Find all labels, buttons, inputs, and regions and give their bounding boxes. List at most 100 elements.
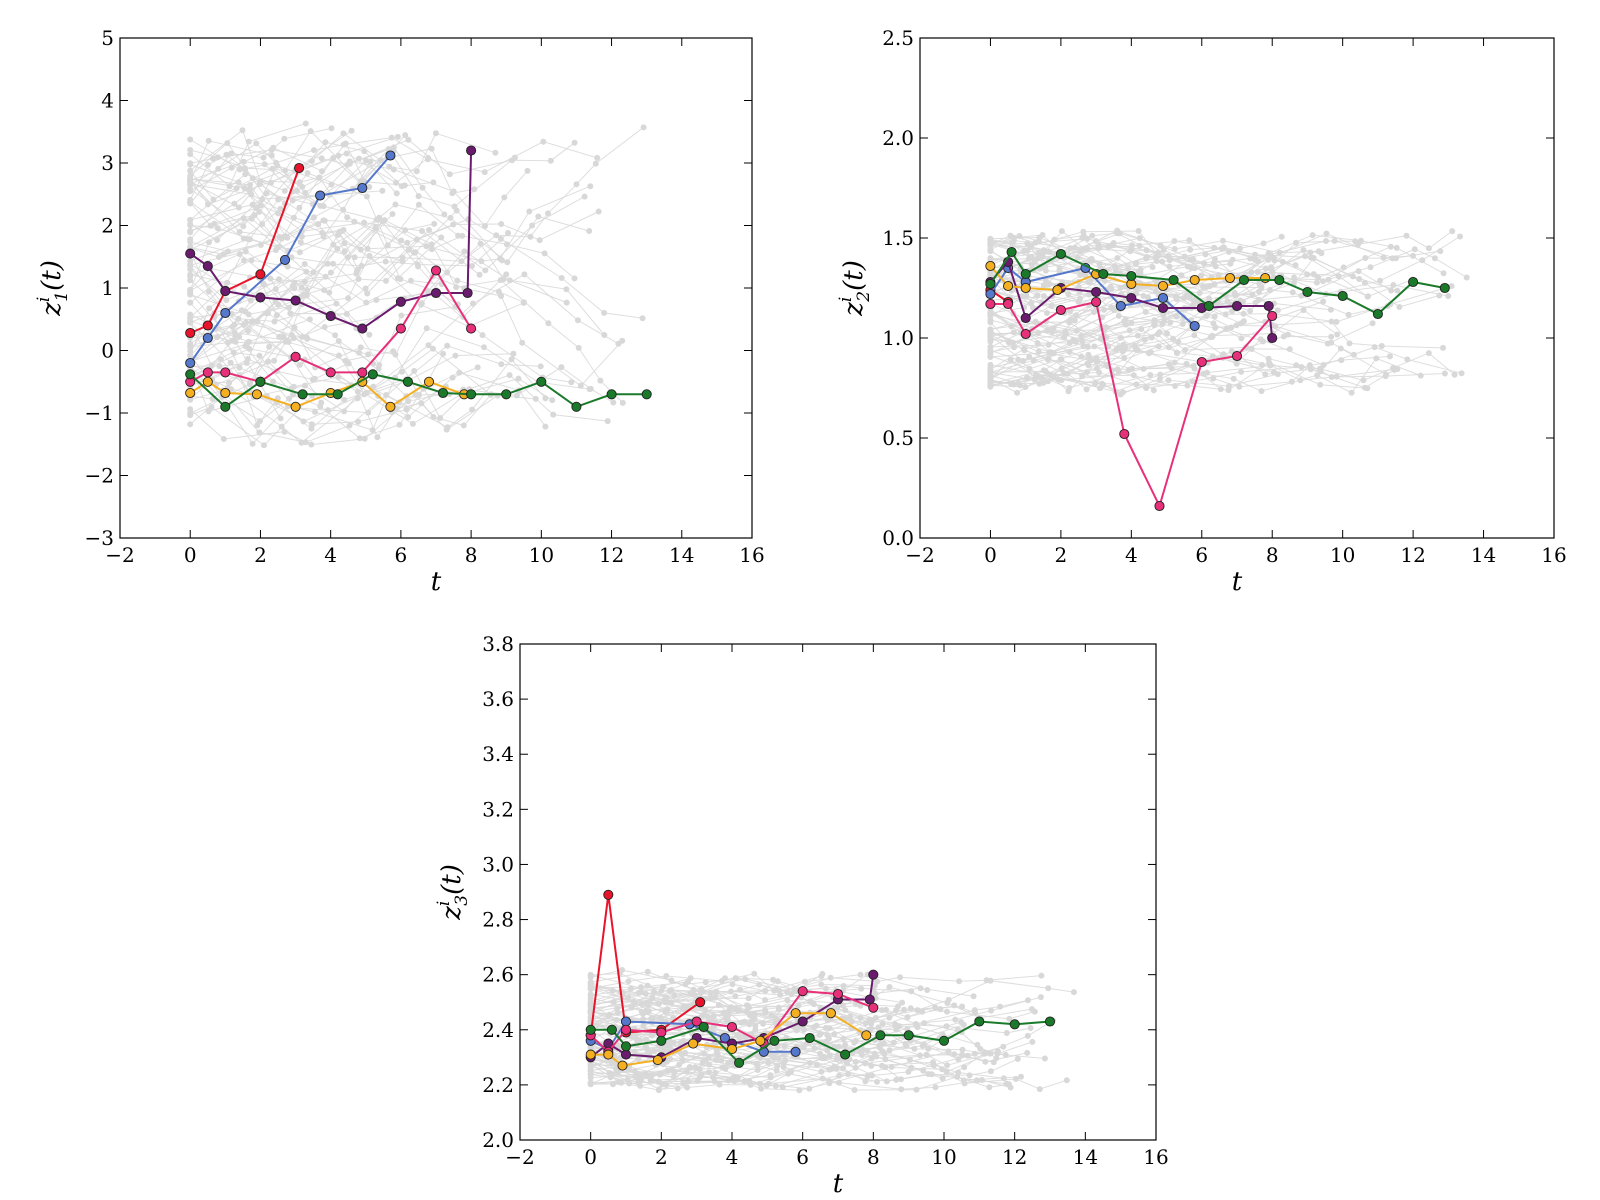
background-point xyxy=(1356,276,1363,282)
data-point-orange xyxy=(1260,272,1271,284)
background-point xyxy=(1045,985,1052,992)
background-point xyxy=(1394,287,1401,294)
background-point xyxy=(271,357,278,364)
data-point-orange xyxy=(652,1055,663,1066)
background-point xyxy=(547,157,554,164)
data-point-green xyxy=(367,369,378,380)
background-point xyxy=(493,232,500,239)
background-point xyxy=(558,364,565,371)
background-point xyxy=(987,255,994,262)
background-point xyxy=(767,1072,774,1079)
background-point xyxy=(506,372,513,379)
background-point xyxy=(298,284,305,291)
x-tick-label: −2 xyxy=(505,1145,534,1169)
background-point xyxy=(823,1038,830,1045)
background-point xyxy=(1011,381,1017,388)
background-point xyxy=(1358,237,1364,244)
background-point xyxy=(878,1007,885,1014)
data-point-pink xyxy=(691,1016,702,1027)
data-point-pink xyxy=(1154,500,1165,512)
background-point xyxy=(1135,228,1142,234)
background-point xyxy=(1114,255,1121,261)
background-trajectory xyxy=(990,240,1360,280)
background-point xyxy=(960,1077,967,1084)
background-trajectory xyxy=(990,236,1296,277)
background-point xyxy=(663,1081,669,1088)
background-point xyxy=(644,968,651,975)
background-point xyxy=(1449,228,1456,235)
background-point xyxy=(771,1055,778,1061)
background-point xyxy=(187,421,194,428)
background-point xyxy=(1231,290,1238,296)
background-point xyxy=(1380,254,1387,261)
background-point xyxy=(716,1081,723,1088)
y-tick-label: −1 xyxy=(85,401,114,425)
background-point xyxy=(644,982,651,989)
background-point xyxy=(1373,355,1380,362)
data-point-blue xyxy=(1189,320,1200,332)
background-point xyxy=(205,408,212,415)
background-point xyxy=(187,181,194,188)
background-point xyxy=(1265,355,1272,362)
background-point xyxy=(308,421,315,428)
x-tick-label: 12 xyxy=(599,543,624,567)
background-point xyxy=(1028,1006,1035,1013)
background-point xyxy=(994,1048,1001,1055)
background-point xyxy=(328,125,335,132)
background-point xyxy=(432,130,439,137)
background-point xyxy=(265,310,271,317)
background-point xyxy=(1146,350,1152,357)
background-point xyxy=(1280,333,1287,340)
background-point xyxy=(187,167,194,174)
background-point xyxy=(1304,271,1311,278)
background-trajectory xyxy=(190,263,442,319)
background-point xyxy=(1016,233,1023,239)
background-point xyxy=(245,236,252,243)
data-point-green xyxy=(1009,1019,1020,1030)
background-point xyxy=(419,184,426,191)
background-point xyxy=(1065,388,1072,395)
background-point xyxy=(248,191,255,198)
background-point xyxy=(187,227,194,234)
background-trajectory xyxy=(990,357,1421,394)
background-point xyxy=(356,349,362,356)
background-point xyxy=(987,382,994,389)
background-point xyxy=(1203,313,1210,320)
background-point xyxy=(248,257,255,264)
background-point xyxy=(810,1024,817,1031)
data-point-orange xyxy=(290,401,301,412)
background-point xyxy=(205,288,212,295)
background-point xyxy=(1355,268,1362,275)
background-point xyxy=(333,300,340,307)
background-point xyxy=(1143,255,1150,262)
background-point xyxy=(1225,248,1232,255)
background-point xyxy=(671,992,678,999)
background-point xyxy=(211,220,218,227)
background-point xyxy=(301,261,308,267)
background-point xyxy=(1058,377,1065,384)
background-point xyxy=(226,183,233,190)
series-pink xyxy=(985,296,1278,512)
series-line-pink xyxy=(990,300,1273,509)
x-tick-label: 8 xyxy=(465,543,478,567)
background-point xyxy=(1431,255,1438,262)
background-point xyxy=(923,1052,930,1059)
data-point-green xyxy=(1044,1016,1056,1027)
data-point-orange xyxy=(1020,282,1031,294)
data-point-pink xyxy=(797,986,808,997)
background-point xyxy=(187,299,194,306)
background-point xyxy=(1463,274,1470,281)
y-tick-label: 0.5 xyxy=(882,426,914,450)
background-point xyxy=(304,335,311,342)
background-trajectory xyxy=(189,201,281,240)
background-point xyxy=(987,375,994,382)
background-point xyxy=(296,249,303,256)
data-point-pink xyxy=(1003,298,1014,310)
y-tick-label: 2.0 xyxy=(882,126,914,150)
background-point xyxy=(619,399,626,406)
background-point xyxy=(1391,366,1398,373)
background-point xyxy=(456,369,463,376)
background-point xyxy=(418,300,425,307)
y-axis-label: zi1(t) xyxy=(34,260,72,317)
data-point-purple xyxy=(1157,302,1169,314)
